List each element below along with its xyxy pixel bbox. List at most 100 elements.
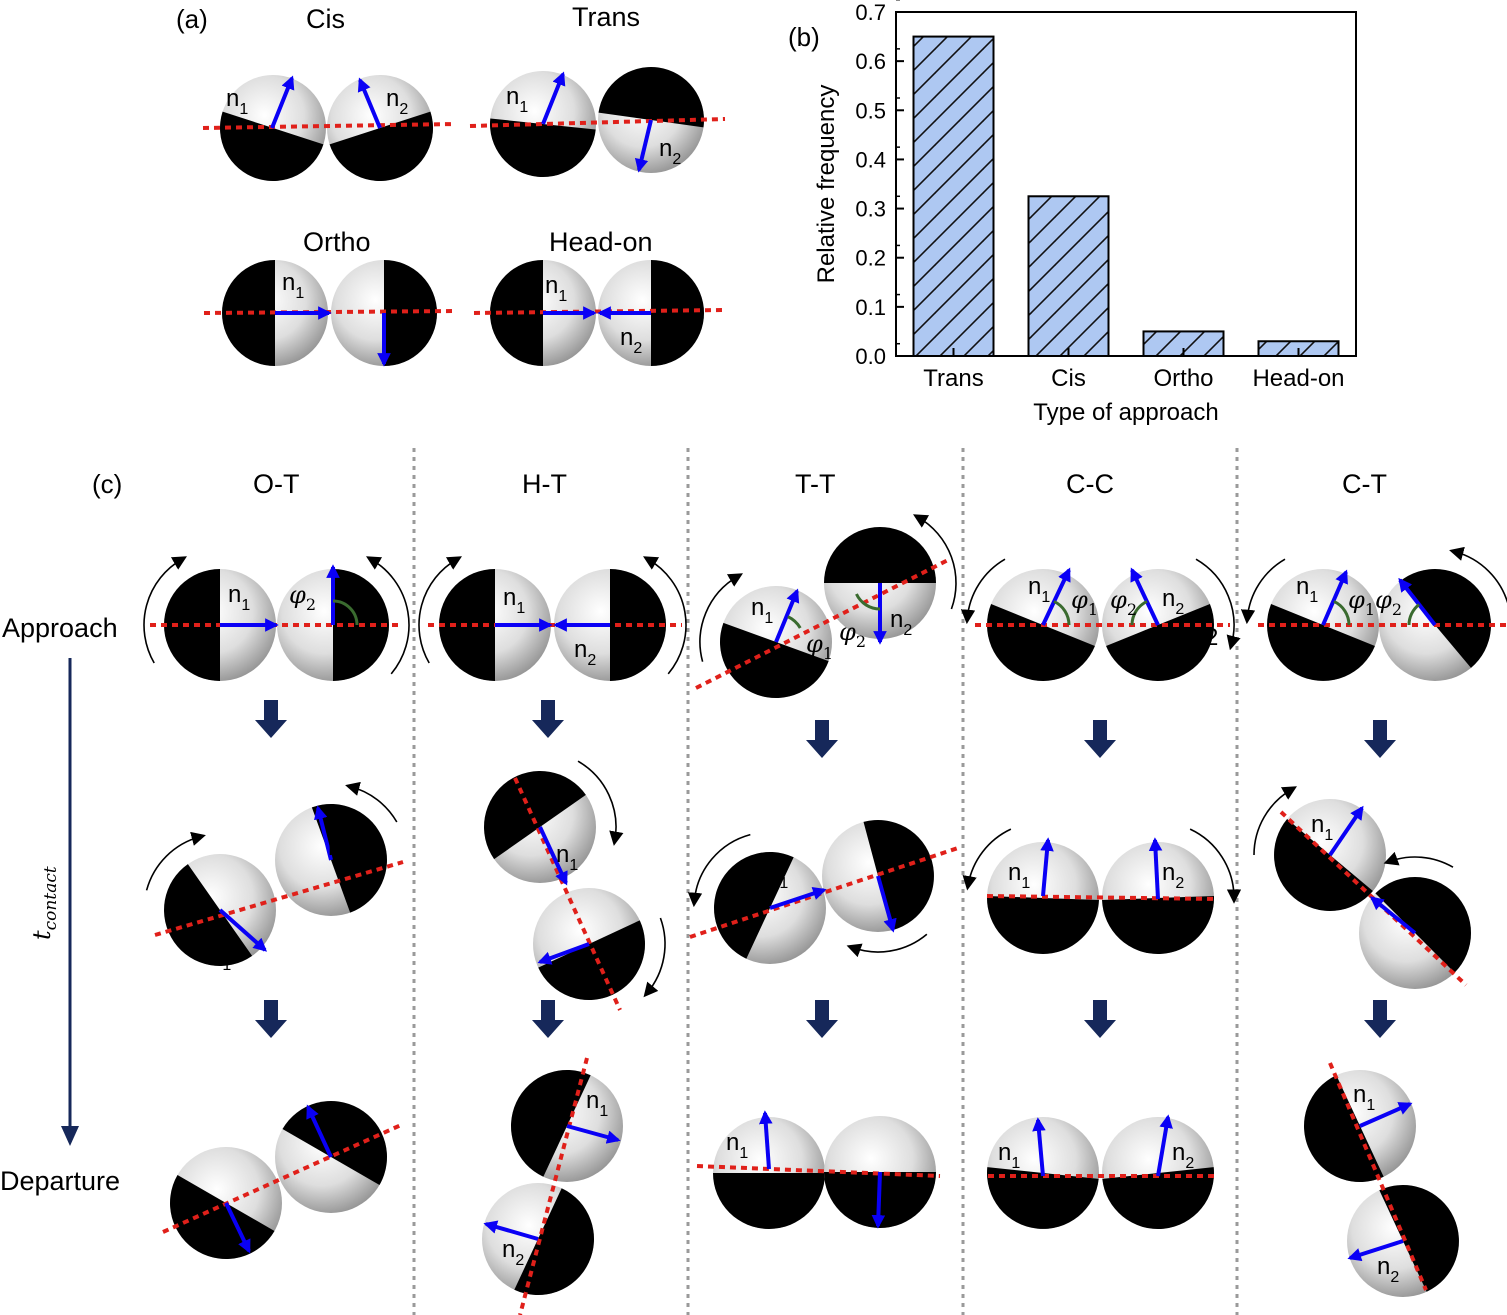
time-step-arrow: [255, 1000, 287, 1038]
title-headon: Head-on: [549, 227, 653, 257]
label-n: n: [503, 584, 516, 611]
time-step-arrow: [255, 700, 287, 738]
rotation-arrow: [913, 514, 957, 610]
vector-n1: [538, 826, 568, 886]
label-n: n: [566, 959, 579, 986]
sphere-dark-face: [490, 118, 596, 177]
time-step-arrow: [1084, 1000, 1116, 1038]
column-title-ht: H-T: [522, 469, 567, 499]
vector-label-n2: n2: [1421, 567, 1443, 600]
vector-label-n2: n2: [502, 1236, 524, 1269]
label-subscript: 1: [1088, 600, 1098, 619]
label-subscript: 2: [579, 975, 588, 992]
label-subscript: 1: [295, 285, 304, 302]
vector-n2: [634, 119, 653, 173]
label-n: n: [386, 85, 399, 112]
label-n: n: [228, 581, 241, 608]
label-subscript: 2: [1392, 600, 1402, 619]
vector-label-n1: n1: [282, 269, 304, 302]
plot-frame: [895, 11, 1357, 357]
label-n: n: [1396, 888, 1409, 915]
vector-n1: [758, 1110, 773, 1170]
angle-arc: [855, 593, 881, 611]
angle-arc: [787, 615, 802, 629]
interface-line: [202, 122, 456, 130]
vector-n2: [1347, 1239, 1404, 1262]
rotation-arrow: [345, 781, 398, 823]
label-subscript: 2: [359, 601, 368, 618]
vector-label-n1: n1: [1353, 1081, 1375, 1114]
label-n: n: [1421, 567, 1434, 594]
stray-digit: 2: [1205, 624, 1218, 651]
label-subscript: 2: [1409, 904, 1418, 921]
vector-n2: [306, 1104, 333, 1158]
vector-n2: [1156, 1114, 1173, 1177]
sphere-dark-face: [384, 260, 437, 366]
sphere-dark-face: [713, 1173, 825, 1229]
label-subscript: 2: [343, 1130, 352, 1147]
vector-label-n1: n1: [1311, 811, 1333, 844]
label-phi: φ: [1375, 586, 1392, 614]
sphere-dark-face: [1274, 819, 1373, 911]
title-ortho: Ortho: [303, 227, 371, 257]
label-subscript: 1: [1041, 589, 1050, 606]
vector-label-n1: n1: [766, 859, 788, 892]
vector-label-n1: n1: [545, 272, 567, 305]
label-subscript: 1: [739, 1145, 748, 1162]
vector-label-n2: n2: [392, 315, 414, 348]
label-subscript: 1: [516, 600, 525, 617]
vector-n1: [218, 908, 268, 952]
label-n: n: [890, 606, 903, 633]
sphere-dark-face: [510, 1070, 591, 1177]
phi-label-2: φ2: [1375, 586, 1402, 619]
bar-trans: [912, 35, 995, 357]
angle-arc: [1407, 603, 1420, 626]
vector-n2: [876, 875, 897, 933]
label-n: n: [888, 1180, 901, 1207]
vector-n1: [774, 588, 800, 643]
label-n: n: [1028, 573, 1041, 600]
label-n: n: [620, 324, 633, 351]
label-n: n: [1353, 1081, 1366, 1108]
vector-n1: [769, 886, 827, 910]
panel-b-label: (b): [788, 22, 820, 52]
label-phi: φ: [458, 635, 475, 663]
time-step-arrow: [532, 1000, 564, 1038]
vector-label-n2: n2: [1162, 585, 1184, 618]
vector-label-n1: n1: [726, 1129, 748, 1162]
sphere-dark-face: [164, 569, 220, 681]
sphere-dark-face: [170, 1175, 275, 1259]
x-tick-label: Ortho: [1153, 365, 1213, 392]
vector-label-n1: n1: [556, 841, 578, 874]
label-n: n: [502, 1236, 515, 1263]
label-subscript: 2: [1185, 1155, 1194, 1172]
label-n: n: [1162, 859, 1175, 886]
label-n: n: [889, 879, 902, 906]
rotation-arrow: [960, 558, 1006, 625]
vector-label-n2: n2: [620, 324, 642, 357]
label-phi: φ: [806, 630, 823, 658]
sphere-dark-face: [538, 920, 645, 1000]
vector-label-n2: n2: [328, 834, 350, 867]
time-step-arrow: [1084, 720, 1116, 758]
label-n: n: [1008, 859, 1021, 886]
label-phi: φ: [1071, 586, 1088, 614]
vector-label-n2: n2: [888, 1180, 910, 1213]
sphere-dark-face: [311, 804, 387, 913]
sphere-dark-face: [651, 260, 704, 366]
label-n: n: [226, 85, 239, 112]
rotation-arrow: [643, 917, 666, 998]
label-subscript: 1: [1365, 600, 1375, 619]
rotation-arrow: [1240, 558, 1286, 625]
vector-label-n2: n2: [659, 135, 681, 168]
vector-label-n2: n2: [890, 606, 912, 639]
label-subscript: 2: [633, 340, 642, 357]
vector-n2: [314, 805, 333, 861]
rotation-arrow: [143, 556, 187, 664]
vector-label-n2: n2: [1162, 859, 1184, 892]
time-label-subscript: contact: [41, 866, 61, 930]
vector-n2: [483, 1220, 539, 1241]
label-subscript: 2: [1390, 1269, 1399, 1286]
label-n: n: [346, 585, 359, 612]
angle-arc: [1130, 600, 1148, 626]
